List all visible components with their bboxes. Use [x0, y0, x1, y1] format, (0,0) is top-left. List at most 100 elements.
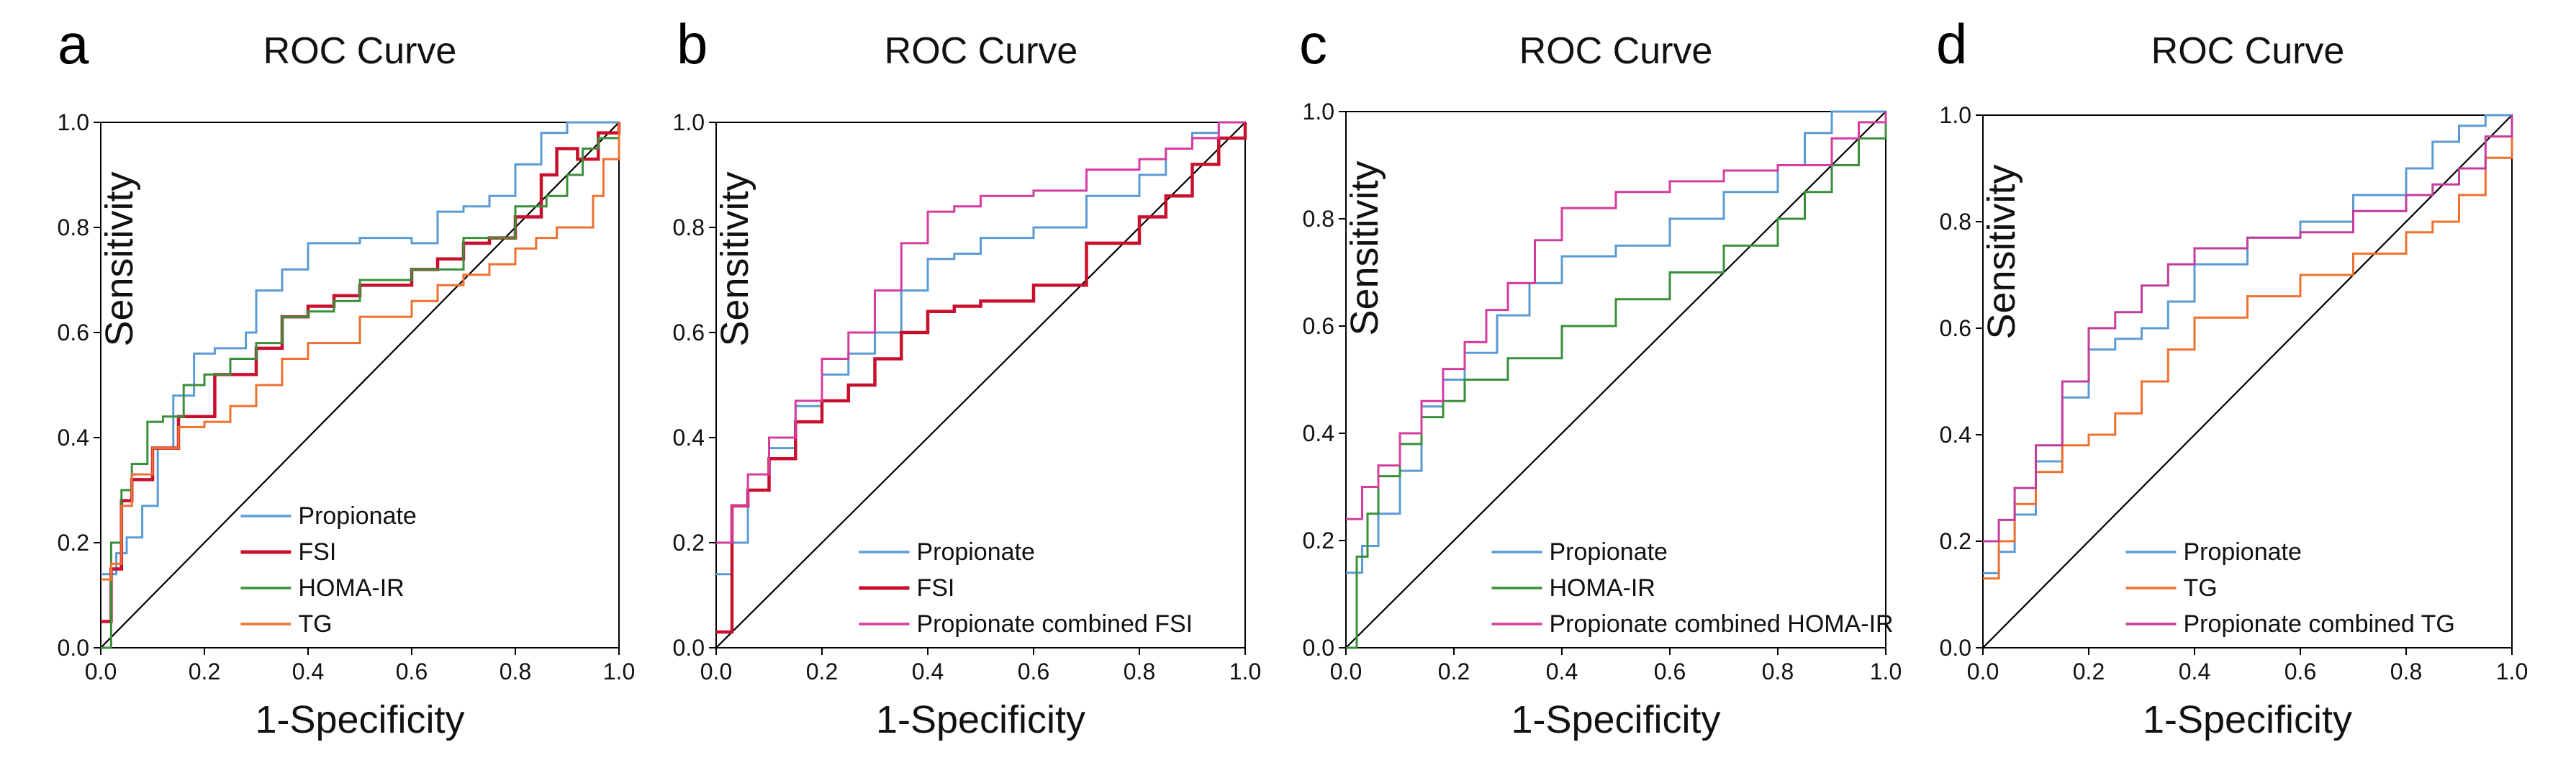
roc-curve-homa-ir	[101, 122, 620, 649]
legend-label: HOMA-IR	[298, 574, 404, 602]
y-tick-label: 0.8	[1940, 209, 1971, 235]
y-axis-label: Sensitivity	[713, 171, 756, 346]
x-tick-label: 0.6	[396, 659, 428, 684]
y-tick-label: 0.2	[1940, 528, 1971, 554]
legend-label: Propionate	[1550, 538, 1668, 566]
panel-c: c ROC Curve 0.0 0.2 0.4 0.6 0.8 1.0 0.0 0.2 0.4 0.6…	[1299, 12, 1902, 741]
reference-diagonal	[1982, 114, 2513, 648]
y-axis-label: Sensitivity	[98, 171, 141, 346]
x-tick-label: 0.8	[2390, 659, 2422, 684]
roc-curve-propionate	[101, 121, 619, 576]
legend-item: Propionate	[859, 538, 1035, 566]
y-tick-label: 0.6	[673, 320, 705, 345]
x-axis-label: 1-Specificity	[876, 698, 1085, 741]
legend-item: Propionate combined TG	[2125, 610, 2455, 638]
legend-label: Propionate combined FSI	[916, 610, 1193, 638]
x-tick-label: 0.4	[1546, 659, 1578, 684]
reference-diagonal	[715, 122, 1246, 648]
x-tick-label: 0.4	[912, 659, 944, 684]
x-tick-label: 0.0	[700, 659, 732, 684]
legend-item: FSI	[240, 538, 336, 566]
y-tick-label: 0.4	[673, 425, 705, 451]
legend-item: Propionate	[240, 502, 417, 530]
legend-label: HOMA-IR	[1550, 574, 1655, 602]
y-tick-label: 1.0	[1940, 102, 1971, 128]
panel-b: b ROC Curve 0.0 0.2 0.4 0.6 0.8 1.0 0.0 0.2 0.4 0.6…	[673, 12, 1262, 741]
roc-curve-propionate-combined-tg	[1983, 115, 2513, 543]
x-tick-label: 0.0	[1967, 659, 1999, 684]
x-tick-label: 0.8	[1124, 659, 1155, 684]
legend-label: Propionate combined HOMA-IR	[1550, 610, 1894, 638]
roc-curve-propionate-combined-homa-ir	[1346, 112, 1887, 520]
x-tick-label: 0.2	[1438, 659, 1470, 684]
x-tick-label: 0.6	[1654, 659, 1686, 684]
legend-label: FSI	[916, 574, 954, 602]
legend-item: Propionate combined HOMA-IR	[1491, 610, 1894, 638]
legend-label: TG	[298, 610, 332, 638]
chart-title: ROC Curve	[1519, 30, 1713, 72]
legend-item: HOMA-IR	[1491, 574, 1655, 602]
legend-item: TG	[2125, 574, 2218, 602]
x-axis-label: 1-Specificity	[255, 698, 464, 741]
y-axis-label: Sensitivity	[1980, 164, 2023, 339]
legend-item: Propionate	[2125, 538, 2302, 566]
x-tick-label: 1.0	[2496, 659, 2528, 684]
y-tick-label: 0.4	[1940, 422, 1971, 448]
y-tick-label: 0.4	[1303, 420, 1334, 446]
y-tick-label: 0.0	[58, 635, 89, 661]
y-tick-label: 0.6	[1940, 315, 1971, 341]
reference-diagonal	[100, 122, 620, 648]
y-tick-label: 0.0	[1940, 635, 1971, 661]
x-tick-label: 0.8	[500, 659, 531, 684]
legend-label: Propionate	[298, 502, 416, 530]
panel-letter: a	[58, 12, 89, 76]
roc-curve-homa-ir	[1346, 112, 1887, 649]
y-tick-label: 1.0	[673, 109, 705, 135]
y-tick-label: 0.0	[1303, 635, 1334, 661]
chart-title: ROC Curve	[885, 30, 1078, 72]
legend-item: TG	[240, 610, 333, 638]
roc-curve-tg	[101, 122, 620, 581]
x-tick-label: 0.8	[1762, 659, 1794, 684]
chart-title: ROC Curve	[2151, 30, 2345, 72]
legend-label: Propionate	[916, 538, 1034, 566]
legend-item: Propionate	[1491, 538, 1668, 566]
y-tick-label: 0.2	[58, 530, 89, 556]
panel-letter: d	[1936, 12, 1967, 76]
x-tick-label: 0.2	[806, 659, 838, 684]
reference-diagonal	[1345, 111, 1886, 648]
x-tick-label: 0.4	[2179, 659, 2210, 684]
legend-item: HOMA-IR	[240, 574, 405, 602]
x-tick-label: 0.2	[2073, 659, 2105, 684]
panel-letter: c	[1299, 12, 1327, 76]
legend-item: Propionate combined FSI	[859, 610, 1193, 638]
y-tick-label: 0.2	[673, 530, 705, 556]
chart-title: ROC Curve	[263, 30, 457, 72]
x-tick-label: 0.0	[85, 659, 117, 684]
panel-letter: b	[677, 12, 708, 76]
panel-a: a ROC Curve 0.0 0.2 0.4 0.6 0.8 1.0 0.0 0.2 0.4 0.6…	[58, 12, 636, 741]
y-tick-label: 0.8	[673, 214, 705, 240]
y-tick-label: 1.0	[1303, 99, 1334, 125]
y-tick-label: 1.0	[58, 109, 89, 135]
legend-label: Propionate	[2183, 538, 2301, 566]
roc-curve-propionate-combined-fsi	[716, 121, 1245, 544]
panel-d: d ROC Curve 0.0 0.2 0.4 0.6 0.8 1.0 0.0 0.2 0.4 0.6…	[1936, 12, 2528, 741]
x-axis-label: 1-Specificity	[1511, 698, 1720, 741]
y-tick-label: 0.2	[1303, 528, 1334, 553]
x-tick-label: 1.0	[1870, 659, 1902, 684]
x-tick-label: 1.0	[603, 659, 635, 684]
y-tick-label: 0.8	[1303, 206, 1334, 232]
legend-label: Propionate combined TG	[2183, 610, 2454, 638]
y-tick-label: 0.0	[673, 635, 705, 661]
x-tick-label: 0.2	[189, 659, 220, 684]
legend-label: FSI	[298, 538, 336, 566]
x-tick-label: 0.0	[1330, 659, 1362, 684]
legend-item: FSI	[859, 574, 954, 602]
x-tick-label: 0.6	[1018, 659, 1049, 684]
panels-layer: a ROC Curve 0.0 0.2 0.4 0.6 0.8 1.0 0.0 0.2 0.4 0.6…	[58, 12, 2528, 741]
y-tick-label: 0.8	[58, 214, 89, 240]
x-tick-label: 0.4	[292, 659, 324, 684]
x-axis-label: 1-Specificity	[2143, 698, 2352, 741]
